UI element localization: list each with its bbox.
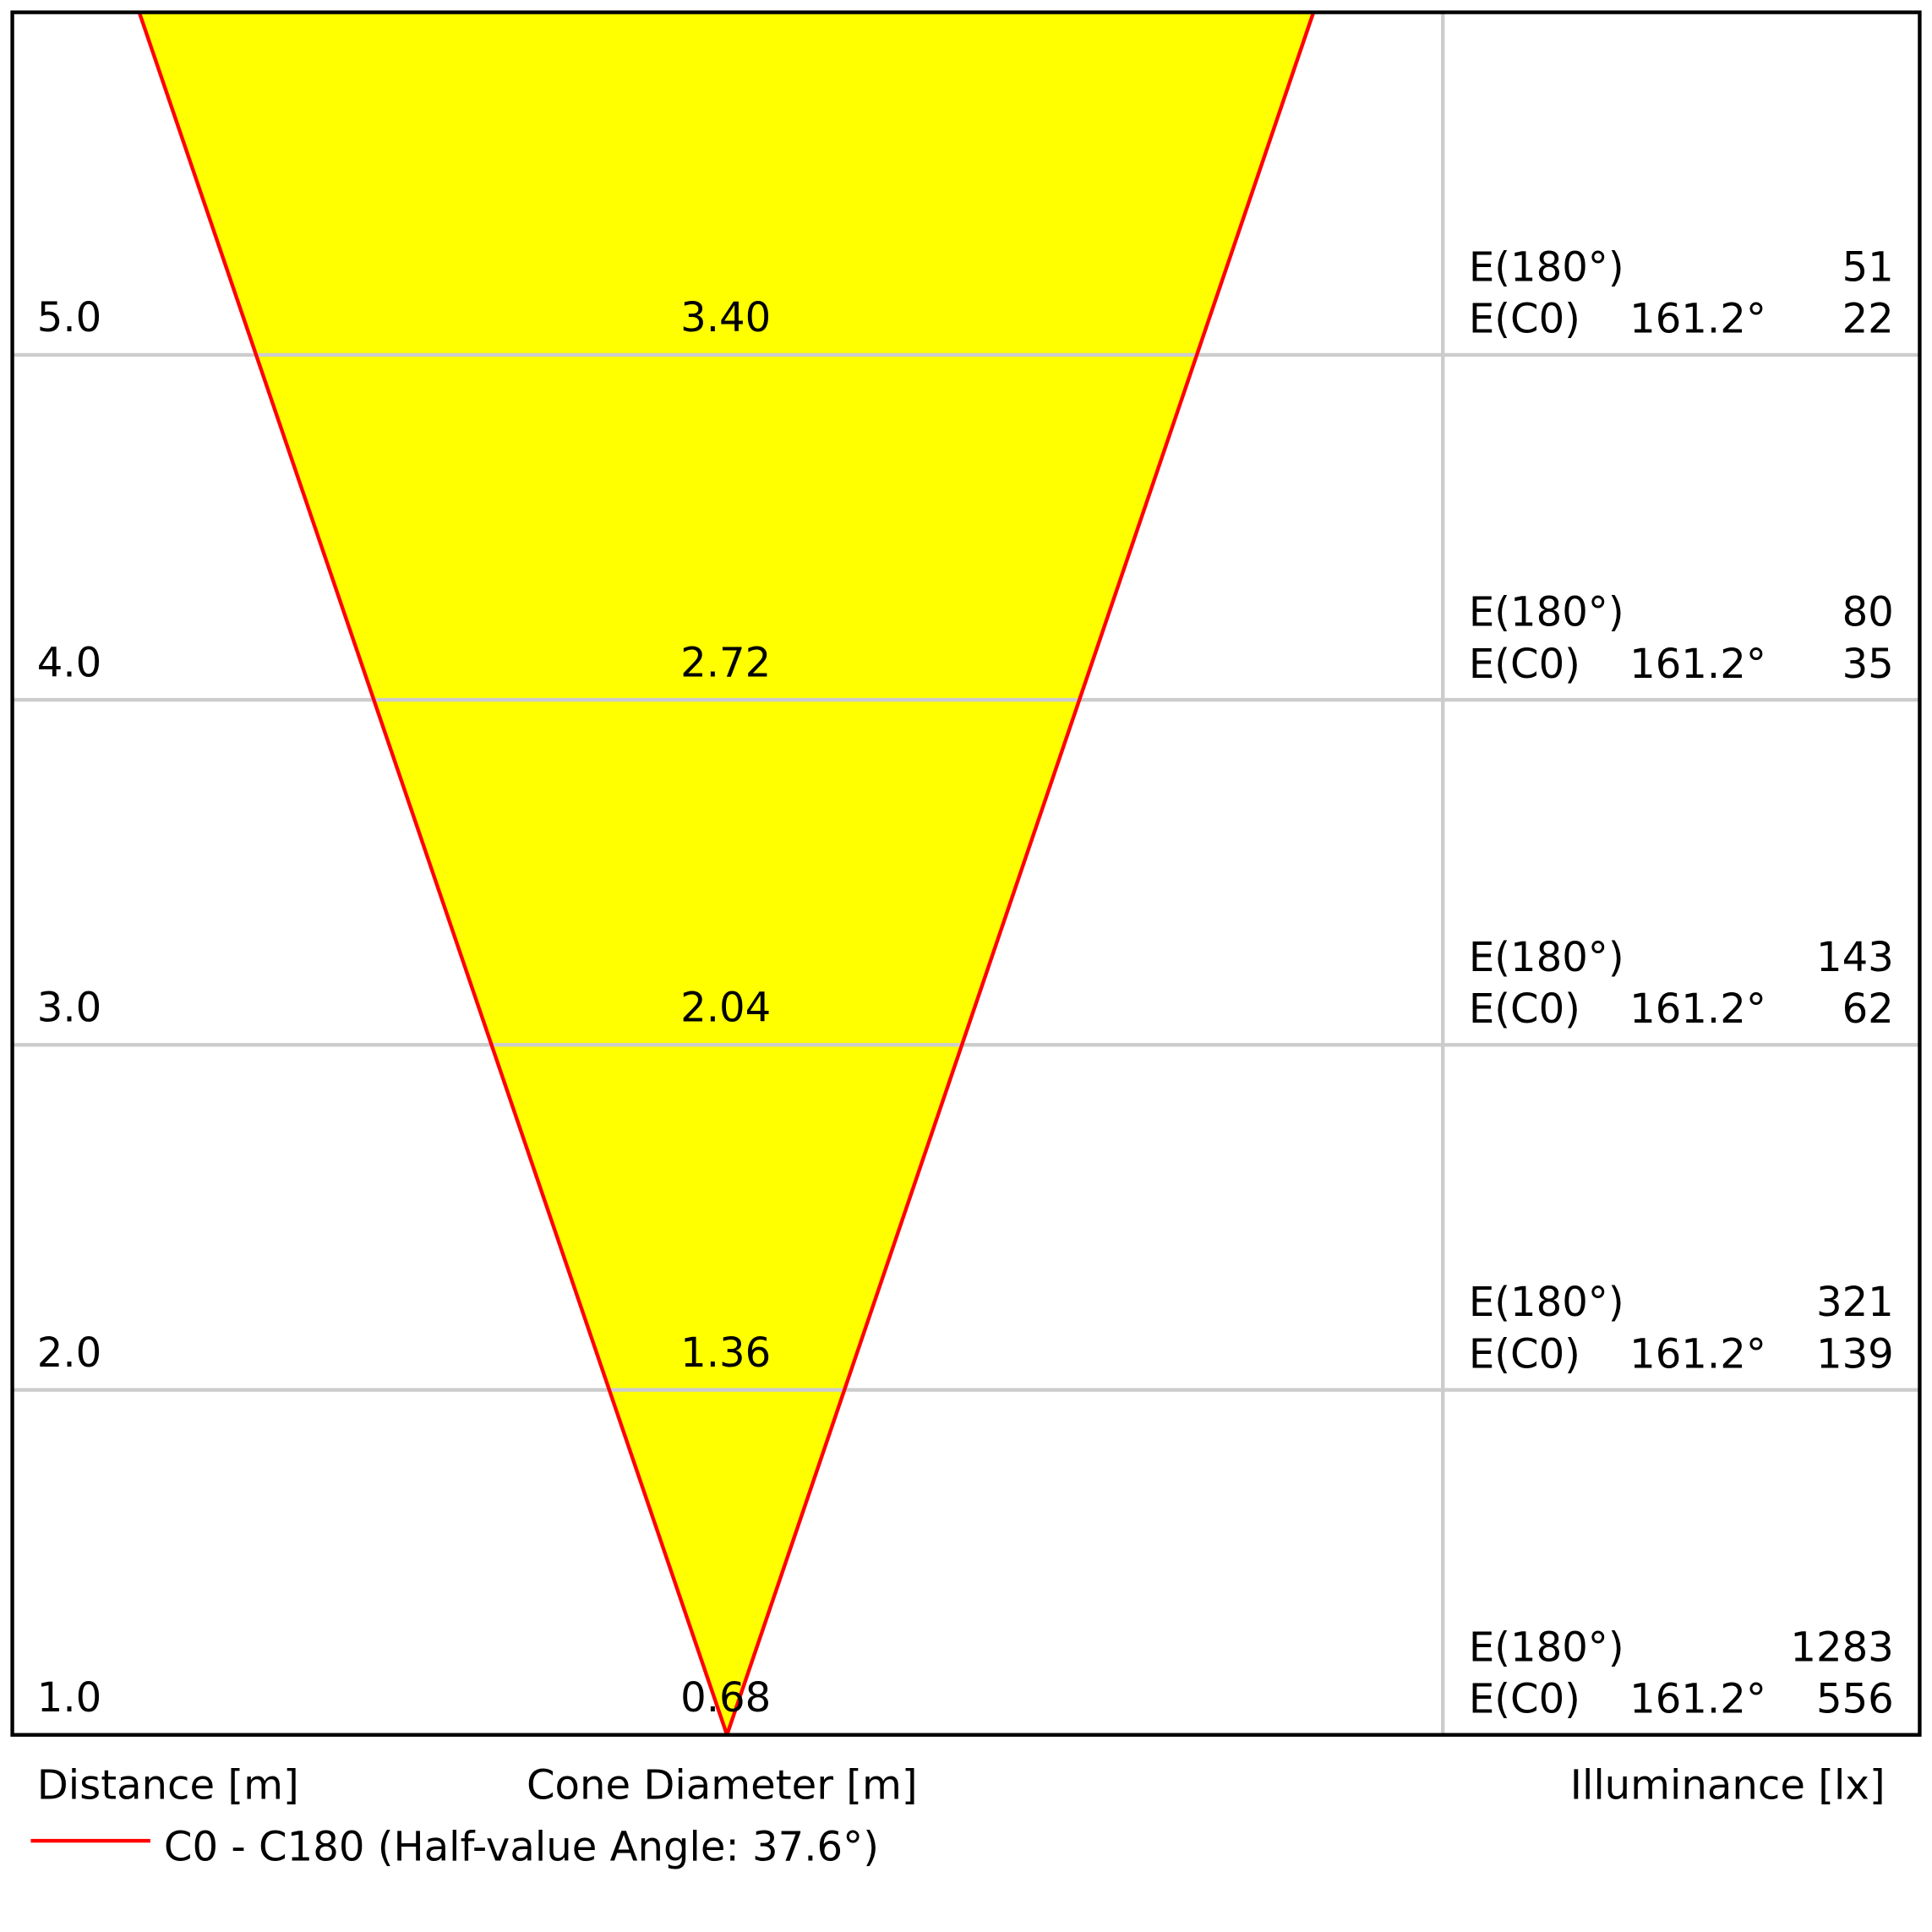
distance: 2.0 (37, 1329, 102, 1377)
ec0-angle: 161.2° (1629, 1330, 1766, 1378)
ec0-value: 35 (1842, 641, 1894, 688)
cone-edge (725, 11, 1316, 1736)
e180-label: E(180°) (1469, 589, 1624, 636)
light-cone (139, 12, 1314, 1735)
cone-diameter: 2.72 (680, 639, 771, 686)
ec0-angle: 161.2° (1629, 1675, 1766, 1722)
rows: 5.0 3.40 E(180°) 51 E(C0) 161.2° 22 4.0 2.72 E(18… (37, 243, 1894, 1722)
ec0-angle: 161.2° (1629, 985, 1766, 1033)
cone-diameter: 3.40 (680, 294, 771, 341)
ec0-angle: 161.2° (1629, 296, 1766, 343)
ec0-label: E(C0) (1469, 1330, 1580, 1378)
diameter-axis-label: Cone Diameter [m] (527, 1762, 918, 1809)
distance: 4.0 (37, 639, 102, 686)
ec0-label: E(C0) (1469, 1675, 1580, 1722)
e180-label: E(180°) (1469, 243, 1624, 291)
e180-value: 143 (1816, 934, 1894, 981)
ec0-value: 22 (1842, 296, 1894, 343)
ec0-label: E(C0) (1469, 296, 1580, 343)
e180-value: 1283 (1790, 1624, 1893, 1671)
e180-label: E(180°) (1469, 1624, 1624, 1671)
row-lines (12, 12, 1920, 1735)
cone-edge (137, 11, 729, 1736)
ec0-value: 62 (1842, 985, 1894, 1033)
e180-label: E(180°) (1469, 1279, 1624, 1326)
cone-diameter: 1.36 (680, 1329, 771, 1377)
illuminance-axis-label: Illuminance [lx] (1570, 1762, 1886, 1809)
distance: 3.0 (37, 985, 102, 1032)
distance: 1.0 (37, 1674, 102, 1722)
ec0-value: 556 (1816, 1675, 1894, 1722)
cone-diameter: 2.04 (680, 985, 771, 1032)
ec0-label: E(C0) (1469, 985, 1580, 1033)
frame (10, 10, 1922, 1737)
distance: 5.0 (37, 294, 102, 341)
ec0-value: 139 (1816, 1330, 1894, 1378)
distance-axis-label: Distance [m] (37, 1762, 299, 1809)
ec0-angle: 161.2° (1629, 641, 1766, 688)
e180-label: E(180°) (1469, 934, 1624, 981)
cone-diameter: 0.68 (680, 1674, 771, 1722)
e180-value: 80 (1842, 589, 1894, 636)
ec0-label: E(C0) (1469, 641, 1580, 688)
legend-label: C0 - C180 (Half-value Angle: 37.6°) (164, 1823, 879, 1870)
e180-value: 321 (1816, 1279, 1894, 1326)
e180-value: 51 (1842, 243, 1894, 291)
